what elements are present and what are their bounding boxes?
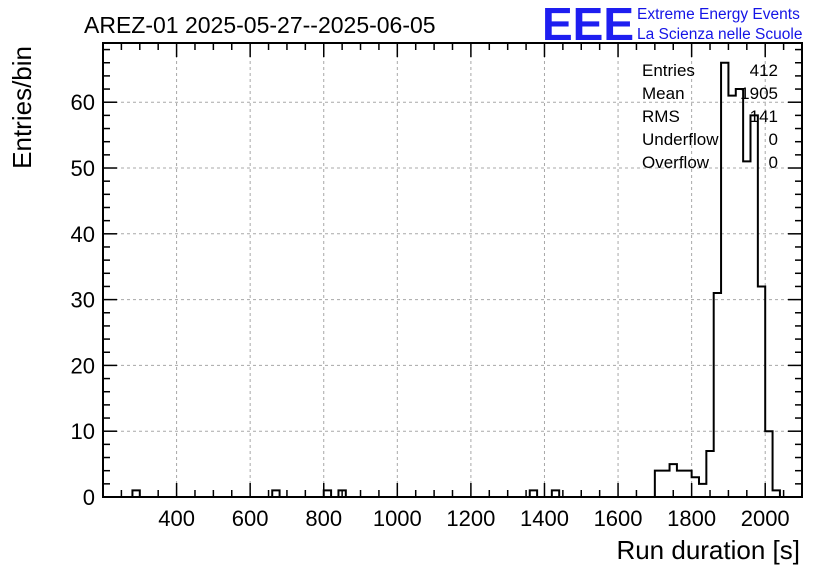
histogram-bin (743, 161, 750, 497)
x-tick-label: 2000 (741, 506, 790, 531)
y-axis-label: Entries/bin (7, 46, 37, 169)
histogram-bin (765, 431, 772, 497)
x-tick-label: 400 (158, 506, 195, 531)
stats-value: 412 (750, 61, 778, 80)
x-axis-ticks: 400 600 800 1000 1200 1400 1600 1800 2000 (120, 43, 803, 531)
stats-label: Entries (642, 61, 695, 80)
y-tick-label: 30 (71, 288, 95, 313)
x-tick-label: 600 (232, 506, 269, 531)
y-tick-label: 40 (71, 222, 95, 247)
histogram-bin (699, 484, 706, 497)
eee-logo: EEE Extreme Energy Events La Scienza nel… (542, 0, 802, 50)
histogram-bin (721, 63, 728, 497)
plot-frame (102, 42, 803, 498)
histogram-bin (677, 471, 684, 497)
histogram-bars (131, 61, 781, 497)
histogram-bin (758, 286, 765, 497)
logo-line-2: La Scienza nelle Scuole (637, 26, 802, 43)
chart-title: AREZ-01 2025-05-27--2025-06-05 (84, 12, 436, 38)
y-tick-label: 20 (71, 353, 95, 378)
stats-value: 1905 (740, 84, 778, 103)
histogram-bin (750, 115, 757, 497)
stats-box: Entries 412 Mean 1905 RMS 141 Underflow 0 Overfl… (642, 61, 778, 172)
y-axis-ticks: 0 10 20 30 40 50 60 (71, 48, 802, 510)
stats-label: Mean (642, 84, 685, 103)
stats-label: RMS (642, 107, 680, 126)
logo-mark: EEE (542, 0, 634, 50)
histogram-bin (736, 89, 743, 497)
x-tick-label: 1800 (667, 506, 716, 531)
x-tick-label: 800 (305, 506, 342, 531)
stats-value: 141 (750, 107, 778, 126)
y-tick-label: 60 (71, 90, 95, 115)
stats-value: 0 (769, 153, 778, 172)
grid-lines (103, 43, 802, 497)
y-tick-label: 0 (83, 485, 95, 510)
x-tick-label: 1400 (520, 506, 569, 531)
stats-label: Underflow (642, 130, 719, 149)
y-tick-label: 50 (71, 156, 95, 181)
stats-value: 0 (769, 130, 778, 149)
histogram-bin (714, 293, 721, 497)
histogram-bin (692, 477, 699, 497)
histogram-bin (728, 96, 735, 497)
y-tick-label: 10 (71, 419, 95, 444)
x-axis-label: Run duration [s] (616, 535, 800, 565)
histogram-outline (131, 61, 781, 497)
histogram-bin (684, 471, 691, 497)
logo-line-1: Extreme Energy Events (637, 6, 800, 23)
stats-label: Overflow (642, 153, 710, 172)
x-tick-label: 1600 (594, 506, 643, 531)
histogram-bin (655, 471, 662, 497)
histogram-bin (662, 471, 669, 497)
x-tick-label: 1000 (373, 506, 422, 531)
x-tick-label: 1200 (446, 506, 495, 531)
